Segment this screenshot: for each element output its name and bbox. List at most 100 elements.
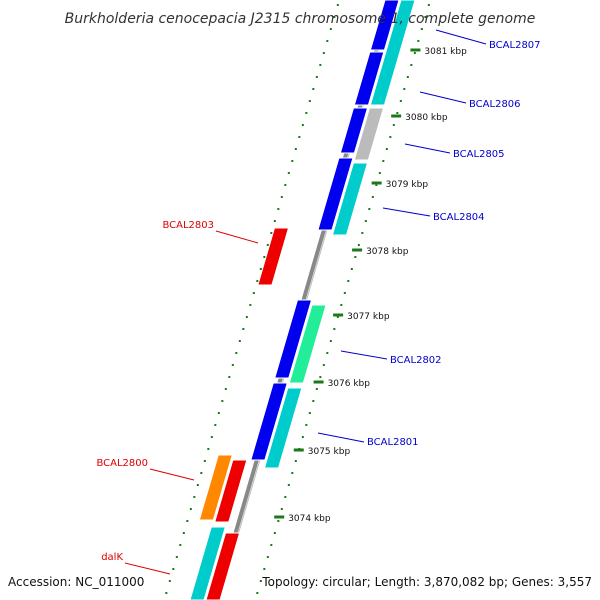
- tick-dot: [287, 484, 290, 486]
- tick-dot: [305, 424, 308, 426]
- tick-dot: [326, 40, 329, 42]
- tick-dot: [203, 460, 206, 462]
- tick-dot: [270, 232, 273, 234]
- tick-dot: [252, 292, 255, 294]
- gene-feature-block: [189, 526, 226, 600]
- tick-dot: [273, 220, 276, 222]
- tick-dot: [329, 28, 332, 30]
- tick-dot: [207, 448, 210, 450]
- tick-dot: [280, 196, 283, 198]
- tick-dot: [406, 76, 409, 78]
- tick-dot: [308, 412, 311, 414]
- scale-tick-label: 3079 kbp: [386, 180, 429, 190]
- gene-feature-block: [198, 454, 233, 521]
- gene-feature-block: [331, 162, 369, 236]
- tick-dot: [228, 376, 231, 378]
- tick-dot: [371, 196, 374, 198]
- gene-feature-block: [274, 299, 313, 379]
- tick-dot: [301, 436, 304, 438]
- tick-dot: [364, 220, 367, 222]
- tick-dot: [186, 520, 189, 522]
- tick-dot: [410, 64, 413, 66]
- tick-dot: [347, 280, 350, 282]
- gene-label-leader: [149, 468, 195, 481]
- tick-dot: [280, 508, 283, 510]
- gene-label-leader: [419, 91, 467, 104]
- tick-dot: [413, 52, 416, 54]
- tick-dot: [319, 376, 322, 378]
- gene-feature-block: [353, 107, 385, 161]
- tick-dot: [189, 508, 192, 510]
- tick-dot: [182, 532, 185, 534]
- tick-dot: [340, 304, 343, 306]
- tick-dot: [329, 340, 332, 342]
- gene-feature-block: [369, 0, 416, 106]
- gene-label-leader: [435, 29, 487, 45]
- tick-dot: [277, 520, 280, 522]
- tick-dot: [270, 544, 273, 546]
- tick-dot: [242, 328, 245, 330]
- tick-dot-rings: [165, 4, 430, 594]
- gene-feature-block: [288, 304, 327, 384]
- scale-tick-label: 3076 kbp: [328, 379, 371, 389]
- tick-dot: [263, 568, 266, 570]
- tick-dot: [315, 388, 318, 390]
- gene-feature-block: [339, 107, 369, 154]
- gene-features: [189, 0, 416, 600]
- scale-tick-label: 3074 kbp: [288, 514, 331, 524]
- gene-feature-block: [250, 382, 288, 461]
- tick-dot: [343, 292, 346, 294]
- tick-dot: [389, 136, 392, 138]
- tick-dot: [266, 244, 269, 246]
- tick-dot: [273, 532, 276, 534]
- gene-feature-block: [257, 227, 290, 286]
- tick-dot: [287, 172, 290, 174]
- gene-feature-block: [214, 459, 248, 523]
- tick-dot: [238, 340, 241, 342]
- genome-summary: Topology: circular; Length: 3,870,082 bp…: [261, 575, 592, 589]
- gene-label-leader: [124, 562, 171, 575]
- gene-feature-block: [205, 532, 241, 600]
- gene-label: BCAL2803: [162, 220, 214, 231]
- tick-dot: [291, 472, 294, 474]
- tick-dot: [231, 364, 234, 366]
- tick-dot: [319, 64, 322, 66]
- tick-dot: [375, 184, 378, 186]
- scale-tick-label: 3078 kbp: [366, 247, 409, 257]
- accession-text: Accession: NC_011000: [8, 575, 144, 589]
- tick-dot: [350, 268, 353, 270]
- tick-dot: [354, 256, 357, 258]
- gene-feature-block: [353, 51, 385, 106]
- gene-label: BCAL2802: [390, 355, 442, 366]
- tick-dot: [312, 88, 315, 90]
- tick-dot: [333, 328, 336, 330]
- tick-dot: [336, 4, 339, 6]
- tick-dot: [396, 112, 399, 114]
- tick-dot: [291, 160, 294, 162]
- gene-label: BCAL2806: [469, 99, 521, 110]
- tick-dot: [277, 208, 280, 210]
- tick-dot: [235, 352, 238, 354]
- tick-dot: [221, 400, 224, 402]
- tick-dot: [392, 124, 395, 126]
- tick-dot: [368, 208, 371, 210]
- tick-dot: [217, 412, 220, 414]
- scale-tick-label: 3081 kbp: [424, 47, 467, 57]
- tick-dot: [259, 268, 262, 270]
- tick-dot: [196, 484, 199, 486]
- tick-dot: [417, 40, 420, 42]
- map-layer: 3081 kbp 3080 kbp 3079 kbp 3078 kbp 3077 kbp…: [96, 0, 541, 600]
- tick-dot: [245, 316, 248, 318]
- tick-dot: [224, 388, 227, 390]
- tick-dot: [312, 400, 315, 402]
- tick-dot: [193, 496, 196, 498]
- gene-label-leader: [404, 143, 451, 154]
- tick-dot: [165, 592, 168, 594]
- tick-dot: [284, 496, 287, 498]
- gene-label-leader: [340, 350, 388, 360]
- map-title: Burkholderia cenocepacia J2315 chromosom…: [65, 11, 536, 27]
- tick-dot: [336, 316, 339, 318]
- scale-tick-label: 3077 kbp: [347, 312, 390, 322]
- gene-feature-block: [369, 0, 400, 51]
